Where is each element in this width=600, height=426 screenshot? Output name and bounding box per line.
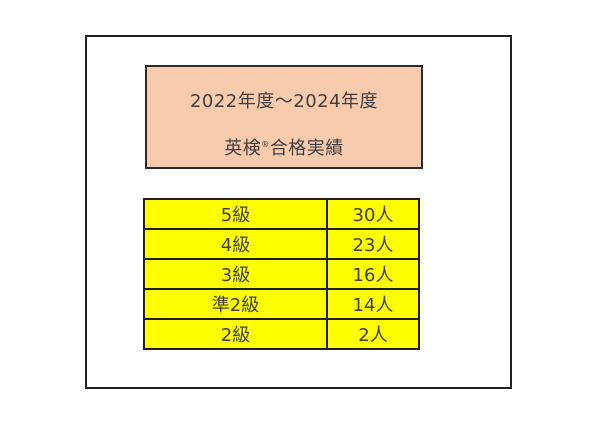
table-row: 2級 2人 — [143, 318, 420, 350]
title-box: 2022年度～2024年度 英検®合格実績 — [145, 65, 423, 169]
table-row: 5級 30人 — [143, 198, 420, 230]
title-line-subject: 英検®合格実績 — [147, 137, 421, 161]
count-cell: 23人 — [326, 228, 420, 260]
grade-cell: 4級 — [143, 228, 328, 260]
title-eiken-text: 英検 — [224, 138, 262, 159]
results-table: 5級 30人 4級 23人 3級 16人 準2級 14人 2級 2人 — [143, 198, 420, 350]
table-row: 3級 16人 — [143, 258, 420, 290]
grade-cell: 5級 — [143, 198, 328, 230]
count-cell: 14人 — [326, 288, 420, 320]
grade-cell: 3級 — [143, 258, 328, 290]
registered-trademark-mark: ® — [261, 140, 270, 149]
grade-cell: 準2級 — [143, 288, 328, 320]
count-cell: 16人 — [326, 258, 420, 290]
count-cell: 2人 — [326, 318, 420, 350]
table-row: 4級 23人 — [143, 228, 420, 260]
count-cell: 30人 — [326, 198, 420, 230]
grade-cell: 2級 — [143, 318, 328, 350]
outer-frame: 2022年度～2024年度 英検®合格実績 5級 30人 4級 23人 3級 1… — [85, 35, 512, 389]
title-line-years: 2022年度～2024年度 — [189, 91, 379, 112]
table-row: 準2級 14人 — [143, 288, 420, 320]
title-results-text: 合格実績 — [269, 138, 344, 159]
